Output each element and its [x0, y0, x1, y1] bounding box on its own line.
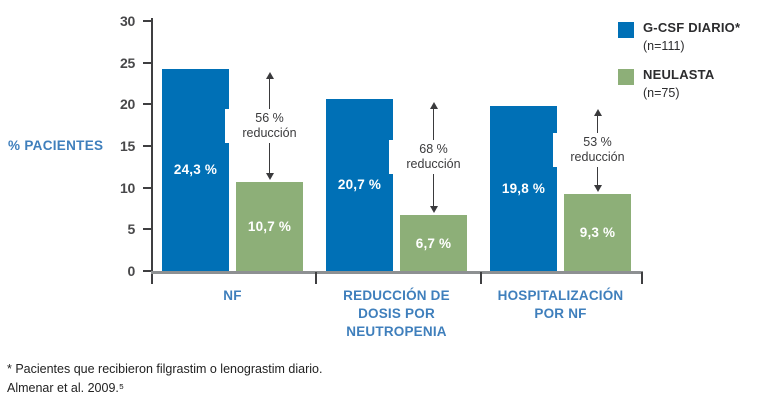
reduction-label-line: 68 %	[419, 142, 448, 157]
y-axis-title: % PACIENTES	[8, 138, 104, 153]
bar-value-label: 10,7 %	[247, 218, 292, 234]
arrow-up-icon	[593, 109, 602, 116]
footnote: * Pacientes que recibieron filgrastim o …	[7, 360, 322, 397]
y-tick	[143, 186, 151, 189]
legend-swatch-neulasta	[618, 69, 634, 85]
y-tick-label: 30	[120, 13, 135, 29]
arrow-up-icon	[429, 101, 438, 109]
y-tick	[143, 61, 151, 64]
bar-value-label: 20,7 %	[337, 177, 382, 193]
y-tick-label: 25	[120, 54, 135, 71]
reduction-label-line: reducción	[406, 157, 461, 172]
legend-label-gcsf: G-CSF DIARIO*	[643, 20, 741, 35]
y-tick	[143, 145, 151, 147]
bar-value-label: 24,3 %	[173, 162, 218, 178]
legend-n-gcsf: (n=111)	[643, 39, 685, 53]
arrow-down-icon	[429, 206, 438, 214]
x-axis-tick	[315, 272, 317, 284]
y-tick-label: 15	[120, 138, 135, 154]
category-label-line: DOSIS POR	[358, 306, 435, 321]
bar-gcsf-2: 20,7 %	[326, 98, 393, 271]
bar-value-label: 6,7 %	[415, 235, 452, 251]
y-axis-line	[151, 18, 153, 284]
bar-value-label: 9,3 %	[579, 224, 616, 240]
reduction-arrow-1: 56 % reducción	[224, 71, 315, 180]
footnote-line2: Almenar et al. 2009.⁵	[7, 380, 125, 395]
reduction-label-line: reducción	[242, 125, 297, 140]
x-axis-tick	[480, 272, 482, 284]
reduction-arrow-3: 53 % reducción	[552, 109, 643, 192]
x-axis-tick	[641, 272, 643, 284]
legend-swatch-gcsf	[618, 22, 634, 38]
footnote-line1: * Pacientes que recibieron filgrastim o …	[7, 362, 323, 376]
legend: G-CSF DIARIO* (n=111) NEULASTA (n=75)	[618, 20, 740, 114]
legend-text-gcsf: G-CSF DIARIO* (n=111)	[643, 20, 740, 54]
legend-n-neulasta: (n=75)	[643, 86, 680, 100]
reduction-label-line: reducción	[570, 150, 625, 165]
reduction-label: 56 % reducción	[224, 108, 315, 143]
bar-neulasta-3: 9,3 %	[564, 193, 631, 271]
legend-label-neulasta: NEULASTA	[643, 67, 715, 82]
bar-gcsf-1: 24,3 %	[162, 68, 229, 271]
category-label-line: POR NF	[534, 306, 587, 321]
reduction-label: 68 % reducción	[388, 140, 479, 175]
arrow-up-icon	[265, 71, 274, 79]
reduction-arrow-2: 68 % reducción	[388, 101, 479, 214]
arrow-down-icon	[265, 172, 274, 180]
legend-item-neulasta: NEULASTA (n=75)	[618, 67, 740, 101]
x-axis-line	[151, 271, 643, 274]
y-tick-label: 5	[127, 221, 136, 238]
y-tick	[143, 20, 151, 22]
bar-value-label: 19,8 %	[501, 181, 546, 196]
y-tick-label: 20	[120, 96, 135, 113]
category-label-line: HOSPITALIZACIÓN	[497, 288, 624, 303]
reduction-label-line: 53 %	[583, 135, 612, 150]
reduction-label: 53 % reducción	[552, 133, 643, 168]
category-label-line: REDUCCIÓN DE	[343, 288, 450, 303]
category-label-2: REDUCCIÓN DE DOSIS POR NEUTROPENIA	[307, 287, 487, 341]
y-tick-label: 0	[127, 263, 136, 279]
y-tick-label: 10	[120, 179, 135, 196]
category-label-1: NF	[143, 287, 323, 305]
category-label-3: HOSPITALIZACIÓN POR NF	[471, 287, 651, 323]
legend-item-gcsf: G-CSF DIARIO* (n=111)	[618, 20, 740, 54]
bar-neulasta-2: 6,7 %	[400, 215, 467, 271]
y-tick	[143, 103, 151, 106]
y-tick	[143, 228, 151, 231]
bar-gcsf-3: 19,8 %	[490, 106, 557, 271]
reduction-label-line: 56 %	[255, 110, 284, 125]
arrow-down-icon	[593, 184, 602, 192]
y-tick	[143, 270, 151, 272]
category-label-line: NF	[223, 288, 242, 303]
bar-neulasta-1: 10,7 %	[236, 181, 303, 271]
category-label-line: NEUTROPENIA	[346, 324, 447, 339]
legend-text-neulasta: NEULASTA (n=75)	[643, 67, 714, 101]
